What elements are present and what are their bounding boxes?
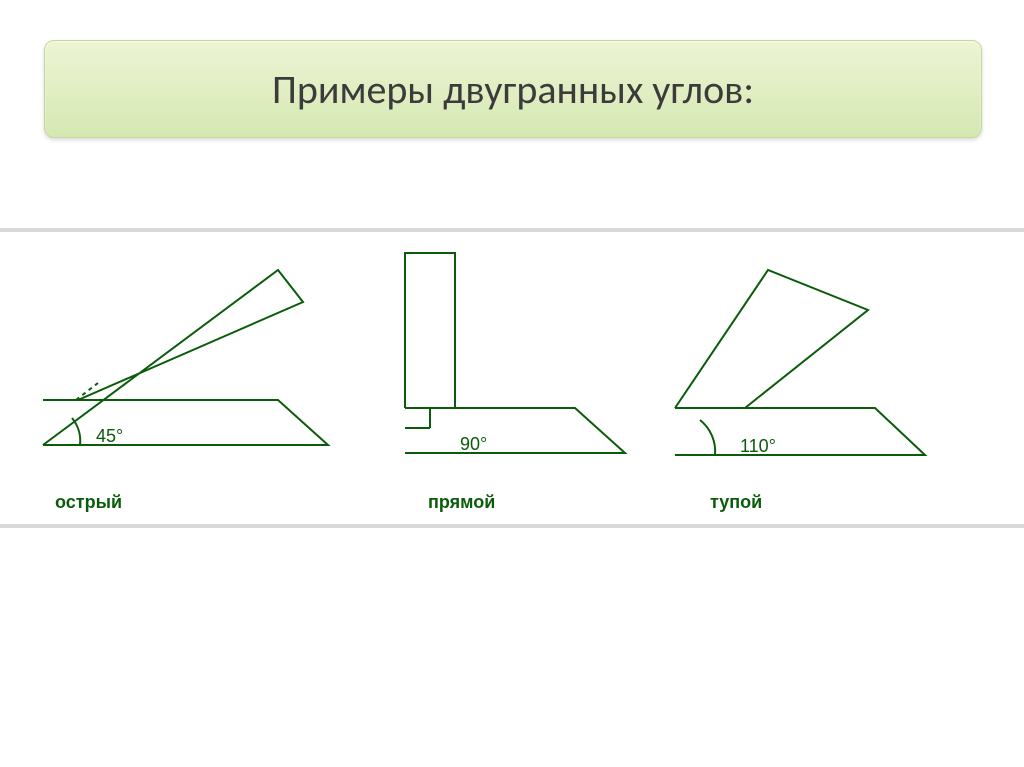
right-diagram: 90° (380, 238, 640, 498)
acute-diagram: 45° (18, 240, 358, 500)
angle-obtuse-panel: 110° (650, 240, 950, 500)
acute-caption: острый (55, 492, 122, 513)
title-box: Примеры двугранных углов: (44, 40, 982, 138)
right-caption: прямой (428, 492, 495, 513)
obtuse-diagram: 110° (650, 240, 950, 500)
obtuse-caption: тупой (710, 492, 762, 513)
obtuse-angle-label: 110° (740, 436, 776, 456)
page-title: Примеры двугранных углов: (272, 65, 754, 114)
angle-right-panel: 90° (380, 238, 640, 498)
right-angle-label: 90° (460, 434, 487, 454)
acute-angle-label: 45° (96, 426, 123, 446)
angle-acute-panel: 45° (18, 240, 358, 500)
